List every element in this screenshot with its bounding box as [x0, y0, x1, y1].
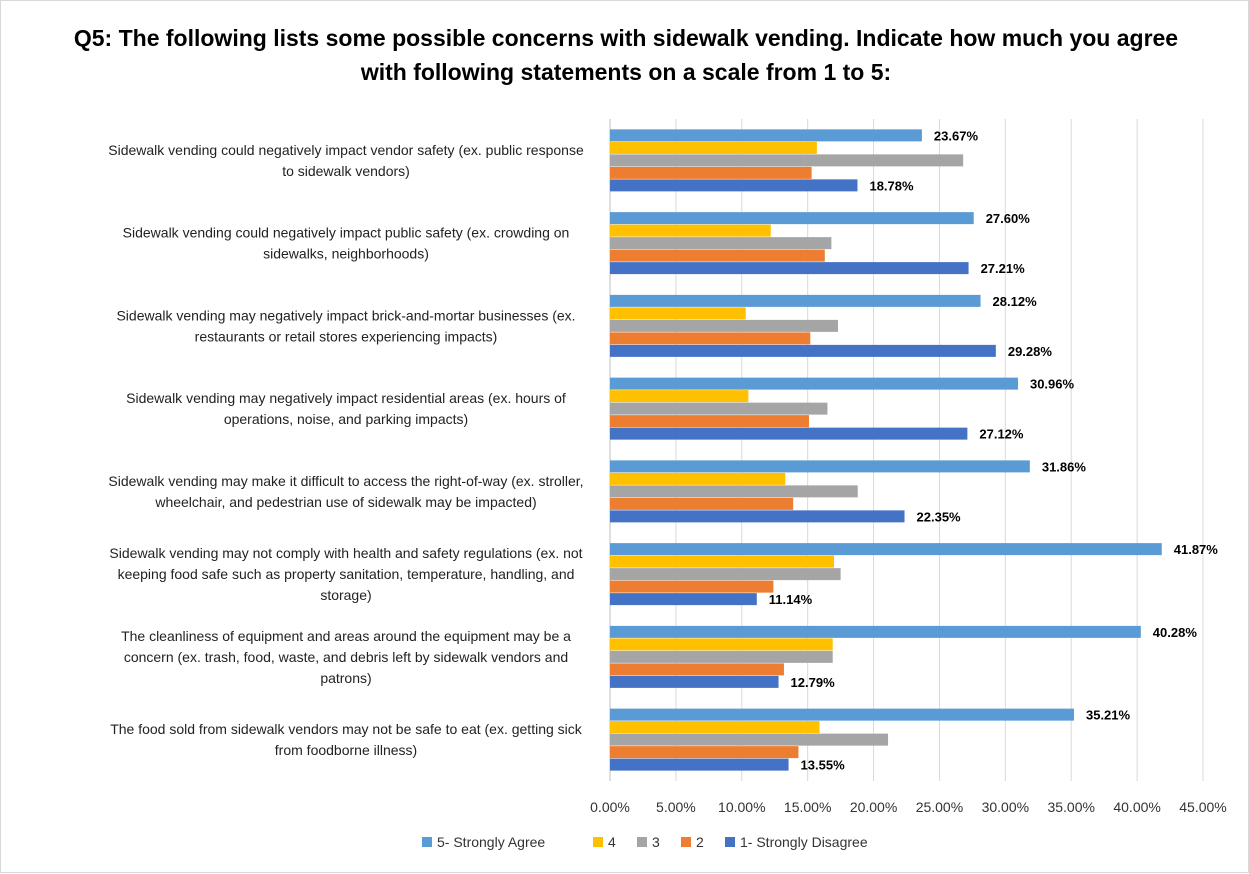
legend-swatch: [681, 837, 691, 847]
bar: [610, 650, 833, 663]
data-label: 29.28%: [1008, 344, 1053, 359]
category-label: storage): [320, 587, 371, 603]
bar: [610, 485, 858, 498]
legend-swatch: [725, 837, 735, 847]
x-tick-label: 30.00%: [982, 799, 1029, 815]
bar: [610, 580, 774, 593]
data-label: 30.96%: [1030, 377, 1075, 392]
bar: [610, 294, 981, 307]
bar: [610, 427, 968, 440]
bar: [610, 568, 841, 581]
data-label: 27.12%: [979, 427, 1024, 442]
bar: [610, 593, 757, 606]
bar: [610, 460, 1030, 473]
category-label: to sidewalk vendors): [282, 163, 410, 179]
bar: [610, 390, 749, 403]
bar: [610, 141, 817, 154]
x-tick-label: 40.00%: [1113, 799, 1160, 815]
bar: [610, 212, 974, 225]
x-tick-label: 35.00%: [1047, 799, 1094, 815]
bar: [610, 675, 779, 688]
bar: [610, 262, 969, 275]
legend-swatch: [422, 837, 432, 847]
data-label: 23.67%: [934, 128, 979, 143]
category-label: sidewalks, neighborhoods): [263, 246, 429, 262]
bar: [610, 402, 828, 415]
legend-label: 2: [696, 834, 704, 850]
x-tick-label: 15.00%: [784, 799, 831, 815]
data-label: 12.79%: [791, 675, 836, 690]
legend-swatch: [593, 837, 603, 847]
data-label: 18.78%: [869, 178, 914, 193]
data-label: 27.60%: [986, 211, 1031, 226]
bar: [610, 625, 1141, 638]
data-label: 13.55%: [801, 758, 846, 773]
bar: [610, 166, 812, 179]
category-label: from foodborne illness): [275, 742, 417, 758]
data-label: 41.87%: [1174, 542, 1219, 557]
bar: [610, 154, 964, 167]
category-label: patrons): [320, 670, 371, 686]
bar: [610, 638, 833, 651]
bar: [610, 249, 825, 262]
bar: [610, 319, 838, 332]
bar: [610, 237, 832, 250]
x-tick-label: 0.00%: [590, 799, 630, 815]
category-label: keeping food safe such as property sanit…: [118, 566, 575, 582]
bar: [610, 497, 794, 510]
category-label: concern (ex. trash, food, waste, and deb…: [124, 649, 568, 665]
x-tick-label: 20.00%: [850, 799, 897, 815]
bar: [610, 129, 922, 142]
category-label: Sidewalk vending may not comply with hea…: [109, 545, 582, 561]
category-label: Sidewalk vending may negatively impact r…: [126, 390, 566, 406]
bar: [610, 510, 905, 523]
legend-swatch: [637, 837, 647, 847]
bar: [610, 543, 1162, 556]
category-label: Sidewalk vending could negatively impact…: [108, 142, 584, 158]
bar: [610, 758, 789, 771]
category-label: Sidewalk vending may negatively impact b…: [116, 307, 575, 323]
category-label: restaurants or retail stores experiencin…: [195, 328, 498, 344]
category-label: The cleanliness of equipment and areas a…: [121, 628, 571, 644]
data-label: 22.35%: [917, 509, 962, 524]
x-tick-label: 10.00%: [718, 799, 765, 815]
bar: [610, 307, 746, 320]
bar: [610, 663, 784, 676]
category-label: wheelchair, and pedestrian use of sidewa…: [154, 494, 536, 510]
bar: [610, 415, 809, 428]
category-label: Sidewalk vending may make it difficult t…: [108, 473, 583, 489]
legend-label: 1- Strongly Disagree: [740, 834, 868, 850]
x-tick-label: 5.00%: [656, 799, 696, 815]
bar: [610, 472, 786, 485]
category-label: Sidewalk vending could negatively impact…: [123, 225, 570, 241]
legend-label: 5- Strongly Agree: [437, 834, 545, 850]
data-label: 11.14%: [769, 592, 813, 607]
data-label: 35.21%: [1086, 708, 1131, 723]
chart-title: Q5: The following lists some possible co…: [73, 25, 1179, 85]
category-label: The food sold from sidewalk vendors may …: [110, 721, 583, 737]
bar: [610, 179, 858, 192]
bar: [610, 746, 799, 759]
x-tick-label: 25.00%: [916, 799, 963, 815]
data-label: 28.12%: [993, 294, 1038, 309]
bar: [610, 721, 820, 734]
data-label: 40.28%: [1153, 625, 1198, 640]
bar: [610, 332, 811, 345]
legend-label: 4: [608, 834, 616, 850]
bar: [610, 708, 1074, 721]
x-tick-label: 45.00%: [1179, 799, 1226, 815]
category-label: operations, noise, and parking impacts): [224, 411, 468, 427]
legend-label: 3: [652, 834, 660, 850]
bar: [610, 224, 771, 237]
bar: [610, 344, 996, 357]
bar: [610, 377, 1018, 390]
bar: [610, 733, 889, 746]
data-label: 27.21%: [981, 261, 1026, 276]
data-label: 31.86%: [1042, 459, 1087, 474]
bar: [610, 555, 835, 568]
